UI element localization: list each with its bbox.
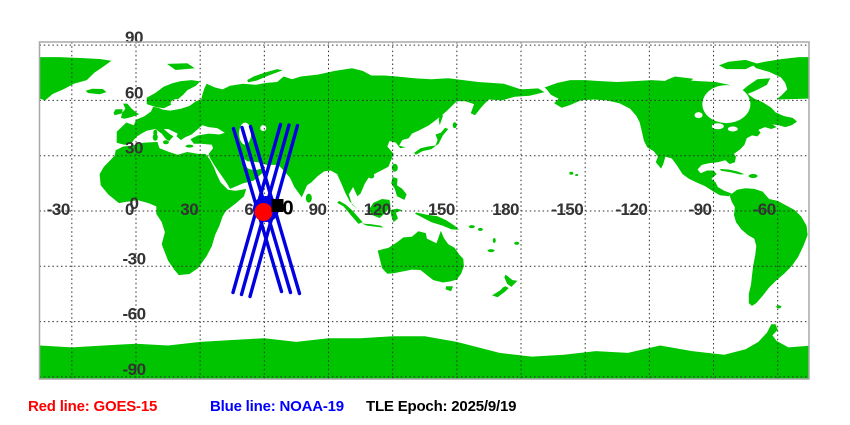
island bbox=[305, 193, 312, 203]
landmass-sakhalin bbox=[438, 111, 443, 126]
lake bbox=[170, 99, 183, 108]
lake bbox=[260, 125, 267, 132]
island bbox=[452, 122, 457, 129]
longitude-label: 30 bbox=[180, 200, 198, 219]
island bbox=[153, 129, 158, 136]
latitude-label: -90 bbox=[122, 360, 145, 379]
longitude-label: 0 bbox=[125, 200, 134, 219]
landmass-australia bbox=[377, 230, 464, 283]
graticule bbox=[39, 42, 809, 379]
landmass-scandinavia bbox=[146, 80, 201, 109]
marker-label: 0 bbox=[283, 198, 294, 220]
island bbox=[468, 225, 475, 229]
latitude-label: -60 bbox=[122, 305, 145, 324]
island bbox=[391, 163, 398, 172]
island bbox=[152, 133, 158, 141]
longitude-label: -120 bbox=[615, 200, 647, 219]
landmass-cuba bbox=[719, 169, 745, 175]
landmass-ellesmere bbox=[718, 59, 758, 70]
landmass-uk bbox=[121, 103, 140, 119]
landmasses bbox=[39, 57, 809, 379]
landmass-antarctica bbox=[39, 324, 809, 379]
longitude-label: 90 bbox=[309, 200, 327, 219]
lake bbox=[702, 85, 751, 124]
black-square-marker bbox=[271, 199, 284, 212]
island bbox=[492, 237, 496, 243]
island bbox=[162, 140, 169, 145]
island bbox=[487, 249, 495, 253]
landmass-eurasia bbox=[116, 68, 545, 209]
landmass-victoria_island bbox=[665, 76, 694, 85]
island bbox=[514, 241, 520, 245]
landmass-sumatra bbox=[337, 200, 363, 224]
landmass-nz_south bbox=[492, 286, 509, 298]
legend: Red line: GOES-15 Blue line: NOAA-19 TLE… bbox=[0, 398, 850, 420]
landmass-south_america bbox=[729, 188, 808, 306]
landmass-ireland bbox=[113, 109, 123, 116]
island bbox=[185, 144, 194, 148]
landmass-philippines bbox=[391, 176, 407, 200]
longitude-label: -90 bbox=[688, 200, 711, 219]
landmass-new_guinea bbox=[415, 212, 459, 230]
island bbox=[569, 171, 574, 175]
longitude-label: 120 bbox=[364, 200, 391, 219]
longitude-label: 150 bbox=[428, 200, 455, 219]
axis-labels: 9060300-30-60-90-300306090120150180-150-… bbox=[47, 28, 776, 379]
latitude-label: -30 bbox=[122, 249, 145, 268]
landmass-svalbard bbox=[167, 63, 195, 70]
landmass-greenland_east bbox=[39, 57, 112, 101]
longitude-label: -60 bbox=[753, 200, 776, 219]
longitude-label: 180 bbox=[492, 200, 519, 219]
latitude-label: 30 bbox=[125, 139, 143, 158]
landmass-novaya_zemlya bbox=[247, 69, 283, 83]
landmass-baffin bbox=[741, 78, 771, 95]
map-frame bbox=[38, 41, 810, 380]
latitude-label: 0 bbox=[130, 194, 139, 213]
latitude-label: 60 bbox=[125, 83, 143, 102]
legend-blue-line-label: Blue line: NOAA-19 bbox=[210, 398, 344, 415]
lake bbox=[694, 112, 703, 119]
landmass-africa bbox=[99, 141, 247, 276]
legend-red-line-label: Red line: GOES-15 bbox=[28, 398, 158, 415]
island bbox=[575, 174, 579, 177]
landmass-borneo bbox=[369, 199, 391, 218]
landmass-java bbox=[361, 223, 384, 228]
island bbox=[748, 173, 758, 178]
island bbox=[368, 173, 375, 179]
island bbox=[776, 305, 782, 309]
latitude-label: 90 bbox=[125, 28, 143, 47]
lake bbox=[727, 126, 738, 132]
longitude-label: -30 bbox=[47, 200, 70, 219]
legend-tle-epoch-label: TLE Epoch: 2025/9/19 bbox=[366, 398, 517, 415]
landmass-sulawesi bbox=[390, 208, 403, 223]
landmass-nz_north bbox=[504, 274, 518, 287]
longitude-label: -150 bbox=[551, 200, 583, 219]
landmass-greenland_west bbox=[752, 57, 809, 100]
landmass-tasmania bbox=[445, 286, 453, 292]
landmass-japan bbox=[414, 127, 449, 155]
lake bbox=[711, 123, 724, 130]
island bbox=[477, 227, 483, 231]
goes15-position-dot bbox=[254, 203, 273, 221]
landmass-iceland bbox=[85, 88, 107, 95]
